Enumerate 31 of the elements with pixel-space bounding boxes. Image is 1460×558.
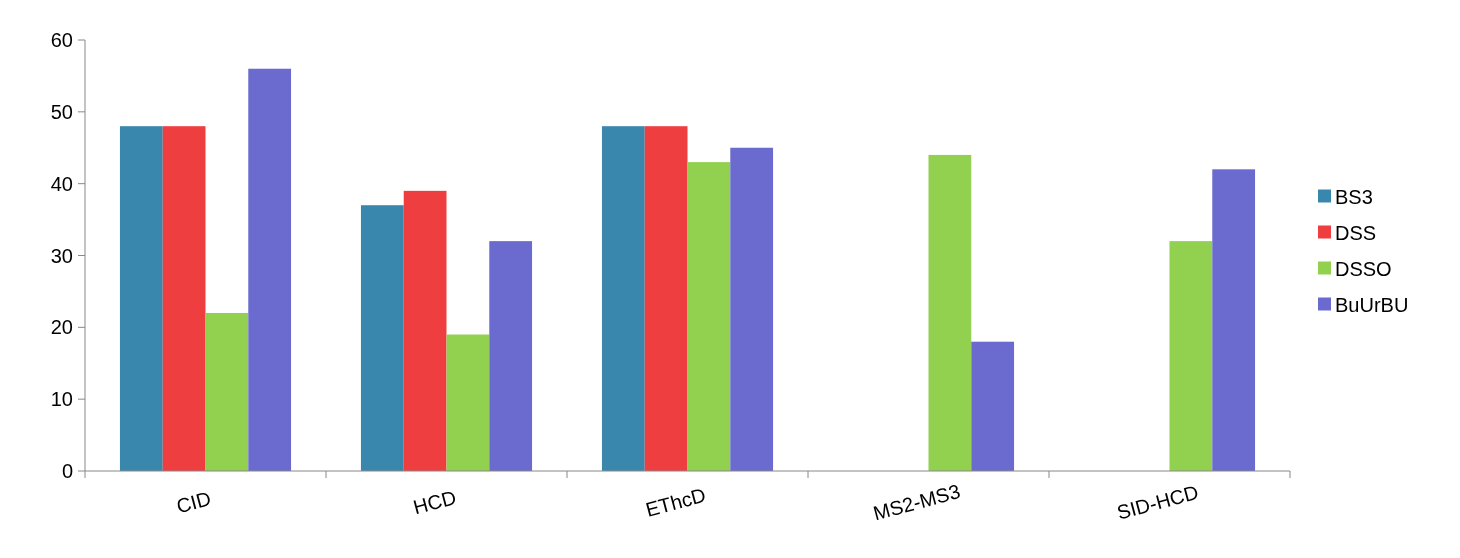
legend-label: DSS: [1335, 221, 1377, 244]
bar: [1212, 169, 1256, 471]
bar: [446, 334, 490, 471]
y-tick-label: 20: [50, 316, 73, 339]
y-tick-label: 0: [61, 460, 73, 482]
legend-label: BuUrBU: [1335, 293, 1409, 316]
bar: [360, 205, 404, 471]
x-tick-label: EThcD: [643, 483, 709, 521]
bar: [971, 341, 1015, 471]
bar: [1169, 241, 1213, 471]
bar: [928, 154, 972, 471]
y-tick-label: 50: [50, 100, 73, 123]
bar: [489, 241, 533, 471]
legend-label: DSSO: [1335, 257, 1392, 280]
bar: [403, 190, 447, 471]
bar: [687, 162, 731, 471]
x-tick-label: CID: [174, 487, 214, 518]
bar: [601, 126, 645, 471]
legend-label: BS3: [1335, 185, 1373, 208]
y-tick-label: 10: [50, 388, 73, 411]
x-tick-label: HCD: [410, 486, 459, 519]
bar: [248, 68, 292, 471]
bar: [730, 147, 774, 471]
x-tick-label: SID-HCD: [1114, 480, 1201, 524]
bar: [119, 126, 163, 471]
y-tick-label: 30: [50, 244, 73, 267]
y-tick-label: 60: [50, 29, 73, 51]
bar: [644, 126, 688, 471]
y-tick-label: 40: [50, 172, 73, 195]
bar: [205, 312, 249, 471]
bar: [162, 126, 206, 471]
